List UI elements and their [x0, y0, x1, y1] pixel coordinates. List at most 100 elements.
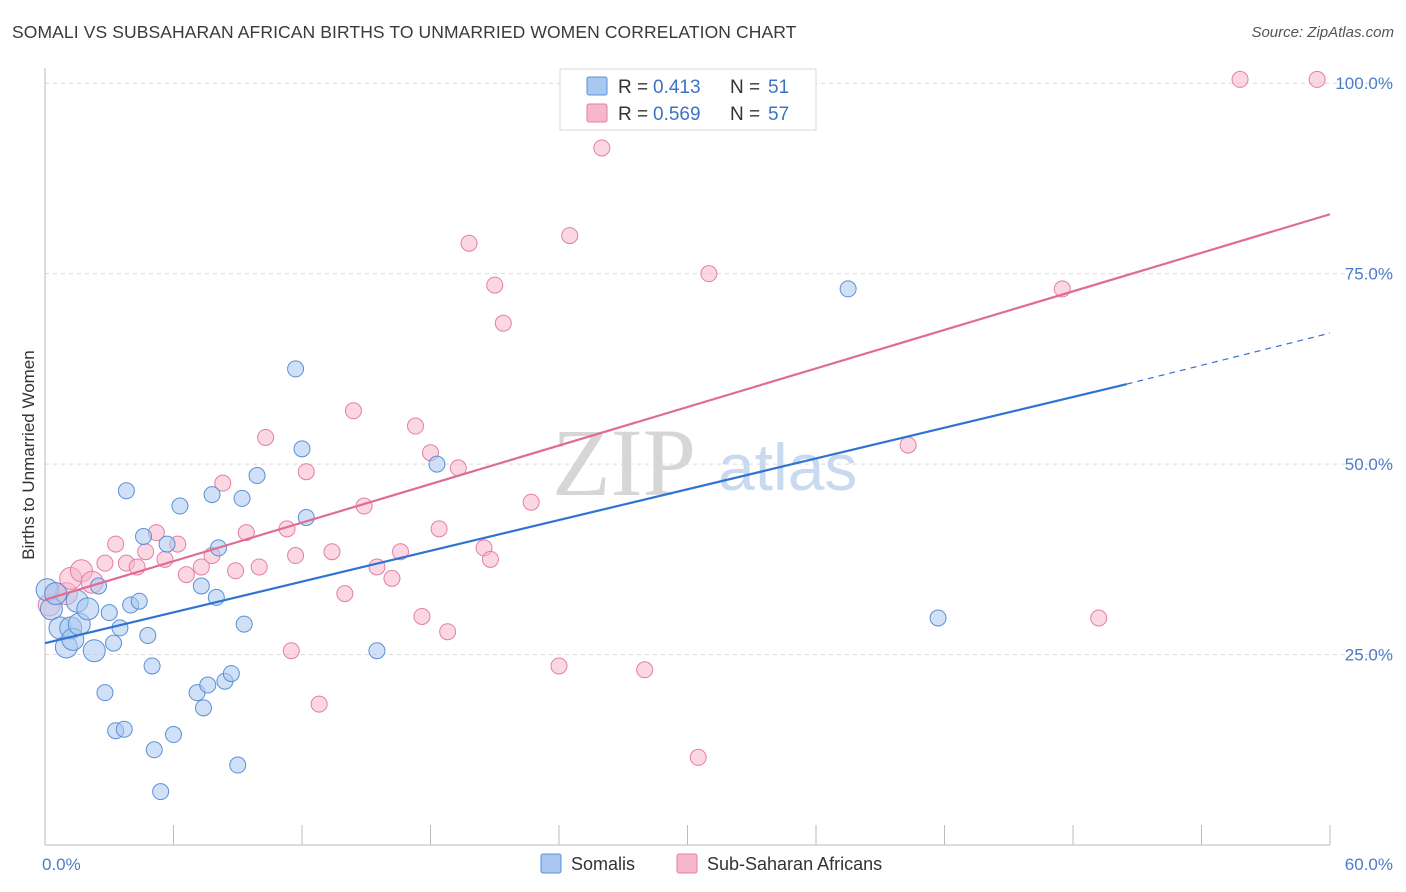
ssa-point-33: [392, 543, 410, 561]
ssa-point-14: [177, 566, 195, 584]
ssa-point-27: [323, 543, 341, 561]
somali-point-23: [143, 657, 161, 675]
ssa-point-51: [700, 265, 718, 283]
ssa-point-37: [430, 520, 448, 538]
somali-point-30: [192, 577, 210, 595]
legend-r-value-ssa: 0.569: [653, 104, 701, 125]
ssa-point-42: [481, 550, 499, 568]
somali-point-18: [117, 482, 135, 500]
legend-r-label-somali: R =: [618, 77, 648, 98]
ssa-point-32: [383, 569, 401, 587]
ssa-point-55: [1090, 609, 1108, 627]
somali-point-16: [111, 619, 129, 637]
ssa-point-7: [107, 535, 125, 553]
top-legend: R = 0.413 N = 51 R = 0.569 N = 57: [559, 68, 817, 131]
bottom-legend-label-ssa: Sub-Saharan Africans: [707, 854, 882, 874]
legend-r-label-ssa: R =: [618, 104, 648, 125]
y-tick-label-1: 50.0%: [1345, 455, 1393, 474]
ssa-point-34: [407, 417, 425, 435]
ssa-point-20: [250, 558, 268, 576]
somali-point-43: [293, 440, 311, 458]
somali-point-25: [152, 783, 170, 801]
y-tick-label-2: 75.0%: [1345, 265, 1393, 284]
somali-point-32: [199, 676, 217, 694]
somali-point-20: [130, 592, 148, 610]
legend-n-label-ssa: N =: [730, 104, 760, 125]
watermark-atlas: atlas: [718, 430, 857, 504]
ssa-point-48: [593, 139, 611, 157]
ssa-point-18: [227, 562, 245, 580]
source-credit: Source: ZipAtlas.com: [1251, 24, 1394, 41]
ssa-point-57: [1308, 70, 1326, 88]
y-tick-label-0: 25.0%: [1345, 646, 1393, 665]
ssa-point-38: [439, 623, 457, 641]
ssa-point-28: [336, 585, 354, 603]
ssa-point-21: [257, 428, 275, 446]
somali-trend-extension: [1126, 332, 1331, 385]
ssa-point-10: [137, 543, 155, 561]
ssa-point-24: [287, 547, 305, 565]
ssa-point-43: [486, 276, 504, 294]
grid-lines: [45, 82, 1392, 656]
somali-point-26: [158, 535, 176, 553]
series-somali-points: [35, 280, 947, 801]
somali-point-46: [428, 455, 446, 473]
y-axis-label: Births to Unmarried Women: [19, 350, 38, 559]
legend-n-value-somali: 51: [768, 77, 789, 98]
ssa-point-56: [1231, 70, 1249, 88]
watermark: ZIP atlas: [552, 409, 857, 516]
somali-point-13: [100, 604, 118, 622]
ssa-point-6: [96, 554, 114, 572]
bottom-legend-swatch-ssa: [676, 853, 698, 874]
x-tick-label-0: 0.0%: [42, 855, 81, 874]
ssa-point-47: [561, 227, 579, 245]
axes: [44, 68, 1331, 846]
somali-point-14: [105, 634, 123, 652]
somali-point-27: [165, 726, 182, 744]
legend-swatch-somali: [586, 76, 608, 96]
somali-point-21: [135, 527, 153, 545]
legend-n-label-somali: N =: [730, 77, 760, 98]
chart-title: SOMALI VS SUBSAHARAN AFRICAN BIRTHS TO U…: [12, 22, 797, 42]
ssa-point-19: [237, 524, 255, 542]
ssa-point-17: [214, 474, 232, 492]
ssa-point-35: [413, 607, 431, 625]
trend-lines: [44, 213, 1331, 645]
bottom-legend-label-somali: Somalis: [571, 854, 635, 874]
somali-point-42: [287, 360, 305, 378]
ssa-point-44: [494, 314, 512, 332]
ssa-point-40: [460, 234, 478, 252]
somali-point-22: [139, 627, 157, 645]
legend-r-value-somali: 0.413: [653, 77, 701, 98]
somali-point-24: [145, 741, 163, 759]
ssa-trend-line: [44, 213, 1331, 601]
ssa-point-45: [522, 493, 540, 511]
somali-point-41: [248, 467, 266, 485]
ssa-point-49: [636, 661, 654, 679]
somali-point-45: [368, 642, 386, 660]
ssa-point-46: [550, 657, 568, 675]
bottom-legend: Somalis Sub-Saharan Africans: [540, 853, 882, 874]
somali-point-10: [82, 639, 106, 663]
ssa-point-23: [282, 642, 300, 660]
y-tick-label-3: 100.0%: [1335, 74, 1393, 93]
ssa-point-25: [297, 463, 315, 481]
somali-point-33: [203, 486, 221, 504]
ssa-point-50: [689, 748, 707, 766]
x-tick-label-1: 60.0%: [1345, 855, 1393, 874]
ssa-point-29: [344, 402, 362, 420]
somali-point-47: [839, 280, 857, 298]
somali-point-28: [171, 497, 189, 515]
somali-trend-line: [44, 383, 1127, 645]
series-sub-saharan-points: [37, 70, 1326, 766]
somali-point-37: [222, 665, 240, 683]
somali-point-12: [96, 684, 114, 702]
somali-point-31: [194, 699, 212, 717]
y-tick-labels: 25.0% 50.0% 75.0% 100.0%: [1335, 74, 1393, 664]
somali-point-9: [76, 597, 100, 621]
somali-point-39: [233, 489, 251, 507]
somali-point-38: [229, 756, 247, 774]
somali-point-17: [115, 720, 133, 738]
somali-point-48: [929, 609, 947, 627]
